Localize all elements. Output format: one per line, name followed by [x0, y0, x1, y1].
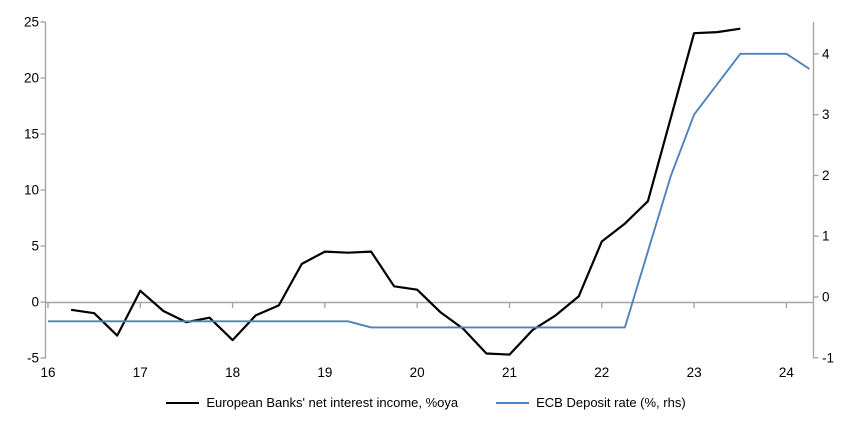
- x-axis-tick-label: 16: [40, 365, 55, 380]
- left-axis-tick-label: 20: [24, 71, 39, 86]
- x-axis-tick-label: 17: [133, 365, 148, 380]
- x-axis-tick-label: 19: [317, 365, 332, 380]
- left-axis-tick-label: 0: [31, 295, 39, 310]
- legend-label-nii: European Banks' net interest income, %oy…: [206, 395, 459, 410]
- left-axis-tick-label: 5: [31, 239, 39, 254]
- chart-legend: European Banks' net interest income, %oy…: [0, 395, 852, 410]
- left-axis-tick-label: 10: [24, 183, 39, 198]
- legend-line-swatch-ecb-deposit-rate: [496, 401, 530, 404]
- right-axis-tick-label: 0: [822, 290, 830, 305]
- left-axis-tick-label: -5: [27, 351, 39, 366]
- left-axis-tick-label: 25: [24, 15, 39, 30]
- x-axis-tick-label: 18: [225, 365, 240, 380]
- x-axis-tick-label: 20: [410, 365, 425, 380]
- right-axis-tick-label: 1: [822, 229, 830, 244]
- right-axis-tick-label: 4: [822, 46, 830, 61]
- legend-label-ecb-deposit-rate: ECB Deposit rate (%, rhs): [536, 395, 686, 410]
- right-axis-tick-label: 3: [822, 107, 830, 122]
- x-axis-tick-label: 24: [779, 365, 795, 380]
- legend-item-nii: European Banks' net interest income, %oy…: [166, 395, 458, 410]
- left-axis-tick-label: 15: [24, 127, 39, 142]
- x-axis-tick-label: 21: [502, 365, 517, 380]
- ecb-deposit-rate-line: [48, 52, 811, 329]
- x-axis-tick-label: 22: [594, 365, 609, 380]
- legend-line-swatch-nii: [166, 401, 200, 404]
- x-axis-tick-label: 23: [687, 365, 702, 380]
- legend-item-ecb-deposit-rate: ECB Deposit rate (%, rhs): [496, 395, 686, 410]
- nii-line: [70, 27, 741, 356]
- right-axis-tick-label: -1: [822, 350, 834, 365]
- right-axis-tick-label: 2: [822, 168, 830, 183]
